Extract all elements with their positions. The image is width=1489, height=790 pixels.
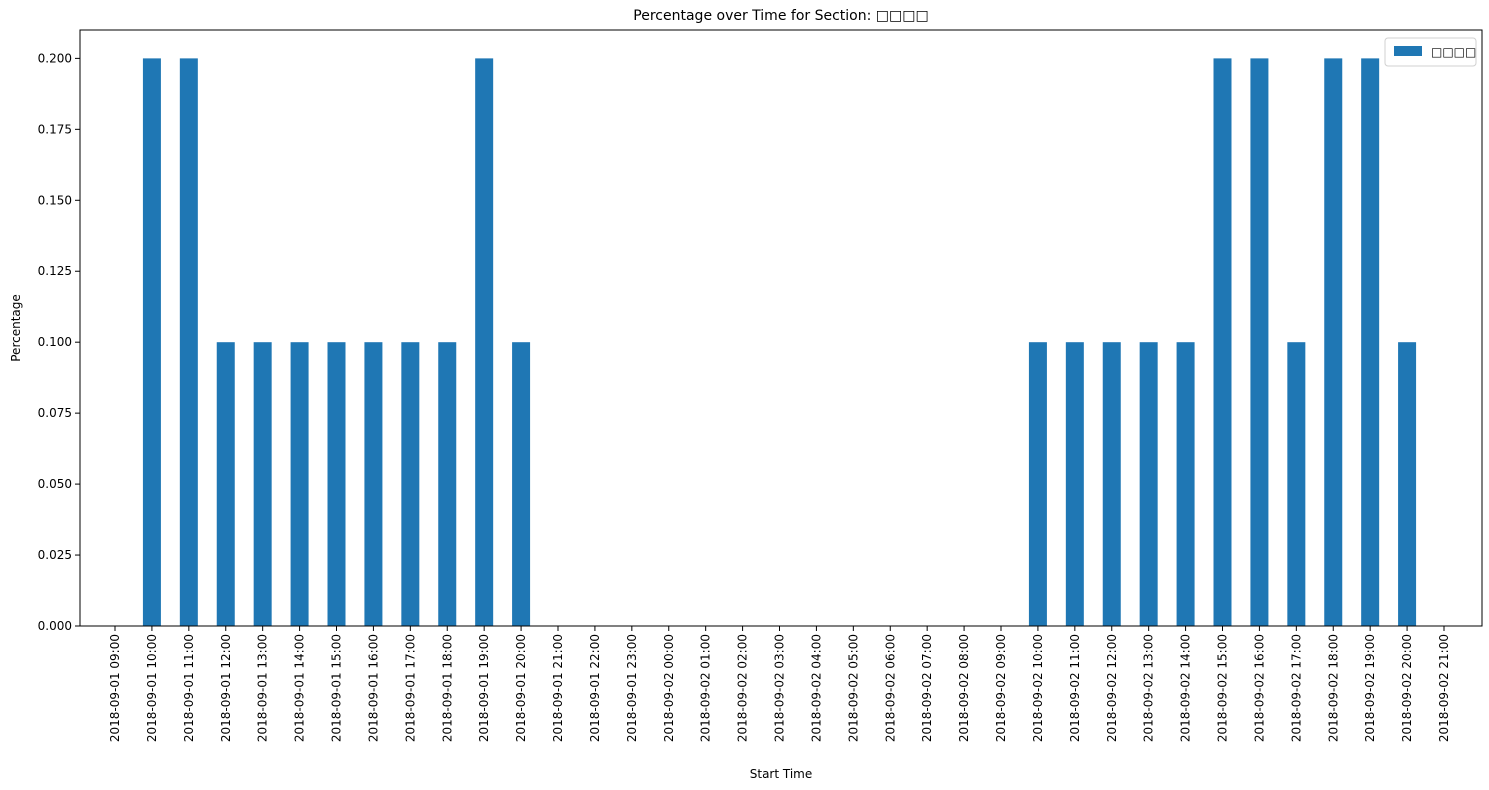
legend-label: □□□□ — [1431, 45, 1476, 59]
x-tick-label: 2018-09-01 18:00 — [440, 634, 454, 742]
x-tick-label: 2018-09-02 16:00 — [1252, 634, 1266, 742]
bar-25 — [1028, 342, 1047, 626]
x-tick-label: 2018-09-02 04:00 — [809, 634, 823, 742]
y-tick-label: 0.200 — [38, 51, 72, 65]
bar-35 — [1398, 342, 1417, 626]
plot-frame — [79, 29, 1483, 627]
x-tick-label: 2018-09-02 12:00 — [1105, 634, 1119, 742]
x-tick-label: 2018-09-01 11:00 — [182, 634, 196, 742]
x-tick-label: 2018-09-02 13:00 — [1142, 634, 1156, 742]
x-tick-label: 2018-09-01 22:00 — [588, 634, 602, 742]
bars-group — [142, 58, 1417, 626]
bar-30 — [1213, 58, 1232, 626]
bar-4 — [253, 342, 272, 626]
bar-8 — [401, 342, 420, 626]
y-tick-label: 0.000 — [38, 619, 72, 633]
bar-29 — [1176, 342, 1195, 626]
x-tick-label: 2018-09-02 21:00 — [1437, 634, 1451, 742]
bar-11 — [512, 342, 531, 626]
bar-28 — [1139, 342, 1158, 626]
x-tick-label: 2018-09-02 10:00 — [1031, 634, 1045, 742]
x-tick-label: 2018-09-02 14:00 — [1179, 634, 1193, 742]
x-tick-label: 2018-09-02 07:00 — [920, 634, 934, 742]
chart-title: Percentage over Time for Section: □□□□ — [633, 8, 928, 24]
x-tick-label: 2018-09-02 02:00 — [736, 634, 750, 742]
bar-9 — [438, 342, 457, 626]
y-tick-label: 0.075 — [38, 406, 72, 420]
x-tick-label: 2018-09-02 20:00 — [1400, 634, 1414, 742]
y-tick-label: 0.150 — [38, 193, 72, 207]
x-tick-label: 2018-09-01 10:00 — [145, 634, 159, 742]
y-tick-label: 0.175 — [38, 122, 72, 136]
x-tick-label: 2018-09-01 12:00 — [219, 634, 233, 742]
x-tick-label: 2018-09-01 14:00 — [293, 634, 307, 742]
x-tick-label: 2018-09-02 09:00 — [994, 634, 1008, 742]
x-tick-label: 2018-09-01 23:00 — [625, 634, 639, 742]
y-axis-label: Percentage — [9, 294, 23, 362]
y-axis-ticks: 0.000 0.025 0.050 0.075 0.100 0.125 0.150 0.175… — [38, 51, 80, 633]
x-tick-label: 2018-09-02 03:00 — [773, 634, 787, 742]
legend-swatch — [1394, 46, 1422, 56]
bar-26 — [1065, 342, 1084, 626]
x-tick-label: 2018-09-02 00:00 — [662, 634, 676, 742]
x-tick-label: 2018-09-02 05:00 — [846, 634, 860, 742]
bar-6 — [327, 342, 346, 626]
x-tick-label: 2018-09-02 18:00 — [1326, 634, 1340, 742]
x-tick-label: 2018-09-01 15:00 — [330, 634, 344, 742]
x-axis-ticks: 2018-09-01 09:00 2018-09-01 10:00 2018-09-… — [108, 626, 1451, 742]
x-tick-label: 2018-09-02 17:00 — [1289, 634, 1303, 742]
x-tick-label: 2018-09-02 08:00 — [957, 634, 971, 742]
x-tick-label: 2018-09-02 15:00 — [1216, 634, 1230, 742]
x-tick-label: 2018-09-02 06:00 — [883, 634, 897, 742]
bar-34 — [1361, 58, 1380, 626]
bar-2 — [179, 58, 198, 626]
bar-31 — [1250, 58, 1269, 626]
x-tick-label: 2018-09-01 17:00 — [403, 634, 417, 742]
x-tick-label: 2018-09-01 19:00 — [477, 634, 491, 742]
x-tick-label: 2018-09-02 01:00 — [699, 634, 713, 742]
y-tick-label: 0.100 — [38, 335, 72, 349]
bar-7 — [364, 342, 383, 626]
x-tick-label: 2018-09-01 21:00 — [551, 634, 565, 742]
bar-5 — [290, 342, 309, 626]
bar-32 — [1287, 342, 1306, 626]
y-tick-label: 0.050 — [38, 477, 72, 491]
x-tick-label: 2018-09-01 20:00 — [514, 634, 528, 742]
x-tick-label: 2018-09-02 19:00 — [1363, 634, 1377, 742]
bar-10 — [475, 58, 494, 626]
bar-33 — [1324, 58, 1343, 626]
x-tick-label: 2018-09-01 16:00 — [366, 634, 380, 742]
x-tick-label: 2018-09-01 13:00 — [256, 634, 270, 742]
legend-box — [1384, 37, 1477, 67]
bar-27 — [1102, 342, 1121, 626]
legend: □□□□ — [1384, 37, 1477, 67]
y-tick-label: 0.125 — [38, 264, 72, 278]
y-tick-label: 0.025 — [38, 548, 72, 562]
x-tick-label: 2018-09-01 09:00 — [108, 634, 122, 742]
bar-1 — [142, 58, 161, 626]
x-axis-label: Start Time — [750, 767, 813, 781]
x-tick-label: 2018-09-02 11:00 — [1068, 634, 1082, 742]
bar-3 — [216, 342, 235, 626]
